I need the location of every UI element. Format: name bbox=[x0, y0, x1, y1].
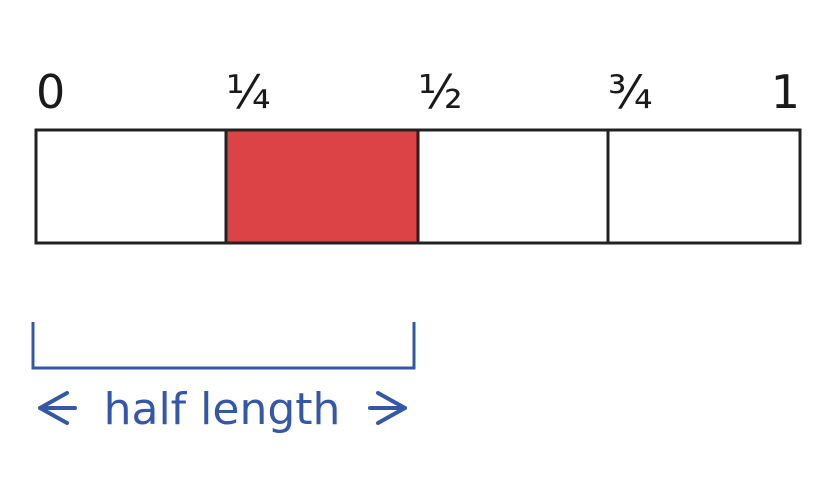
half-length-bracket bbox=[31, 322, 416, 370]
tick-label-zero: 0 bbox=[36, 65, 65, 119]
strip-segment-second-quarter-shaded bbox=[224, 128, 420, 245]
strip-segment-third-quarter bbox=[416, 128, 610, 245]
half-length-caption: half length bbox=[104, 384, 341, 435]
left-arrow-icon bbox=[38, 391, 77, 425]
tick-label-one-half: ½ bbox=[418, 65, 463, 119]
strip-segment-first-quarter bbox=[34, 128, 228, 245]
tick-label-one-quarter: ¼ bbox=[226, 65, 271, 119]
strip-segment-fourth-quarter bbox=[606, 128, 802, 245]
right-arrow-icon bbox=[368, 391, 407, 425]
fraction-strip bbox=[34, 128, 802, 245]
tick-label-three-quarters: ¾ bbox=[608, 65, 653, 119]
tick-label-one: 1 bbox=[771, 65, 800, 119]
